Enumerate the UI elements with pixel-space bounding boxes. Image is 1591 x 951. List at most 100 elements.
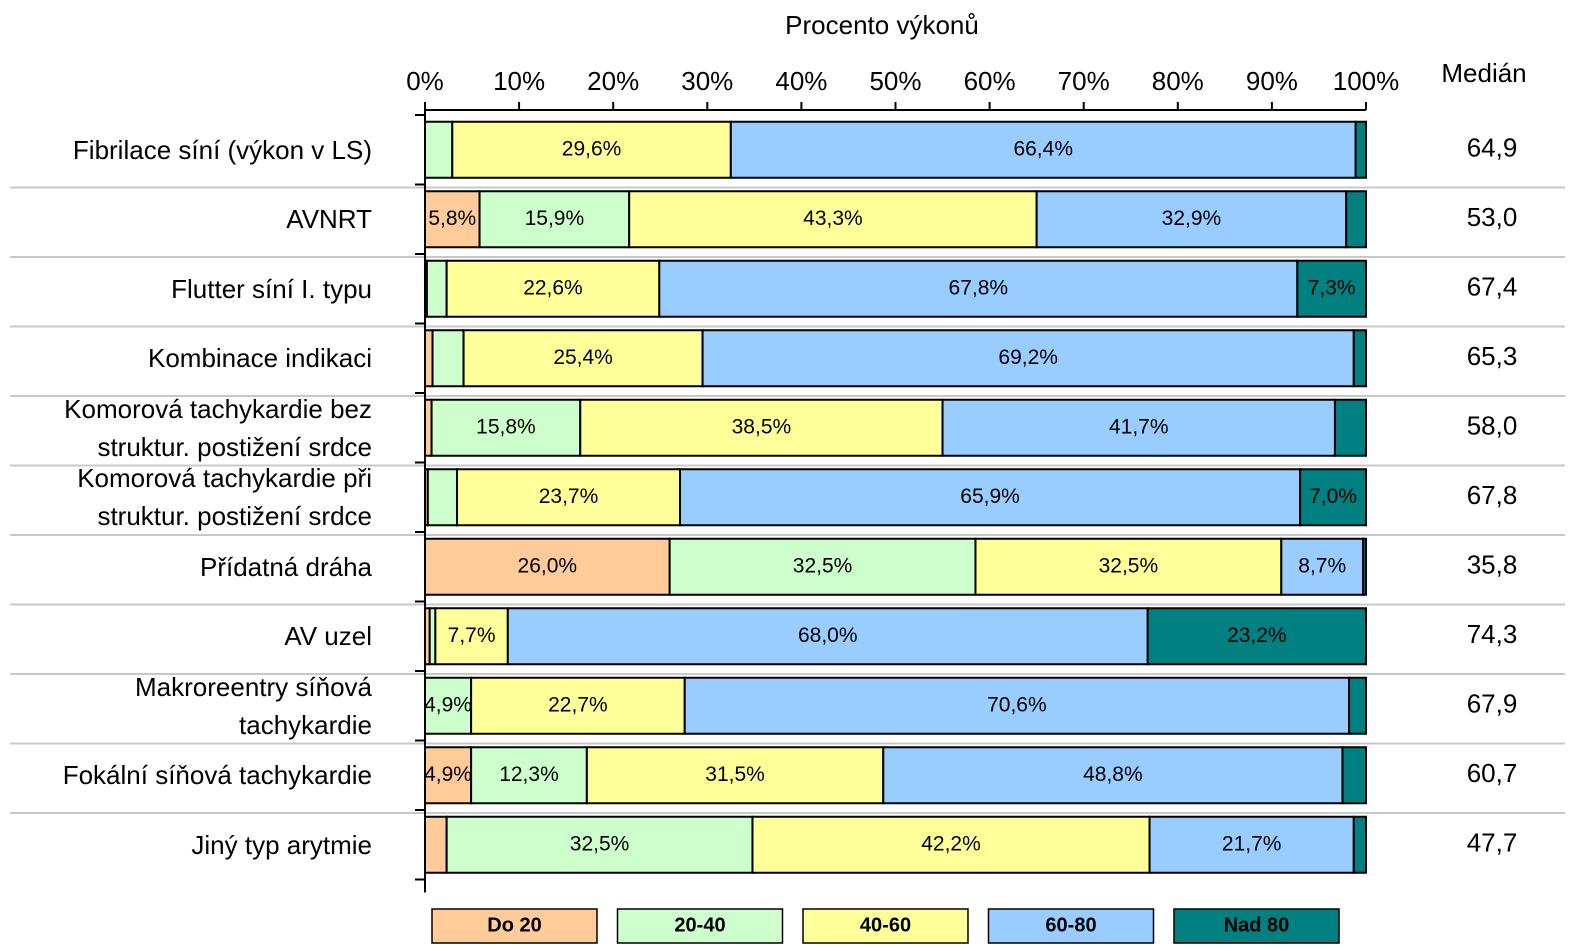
bar-segment (1362, 537, 1368, 596)
median-value: 53,0 (1467, 202, 1518, 232)
bar-segment (470, 676, 686, 735)
bar-segment (1352, 329, 1367, 388)
data-label: 70,6% (987, 693, 1047, 716)
bar-segment (424, 537, 671, 596)
legend-label: Do 20 (487, 914, 541, 936)
bar-segment (445, 815, 754, 874)
data-label: 32,5% (793, 554, 853, 577)
data-label: 7,0% (1309, 485, 1357, 508)
data-label: 22,6% (523, 276, 583, 299)
bar-segment (729, 120, 1357, 179)
data-label: 21,7% (1222, 832, 1282, 855)
data-label: 22,7% (548, 693, 608, 716)
median-value: 64,9 (1467, 133, 1518, 163)
data-label: 12,3% (499, 763, 559, 786)
bar-segment (1296, 259, 1368, 318)
bar-segment (1348, 676, 1368, 735)
x-tick-label: 40% (775, 66, 827, 96)
data-label: 26,0% (518, 554, 578, 577)
data-label: 67,8% (949, 276, 1009, 299)
bar-segment (1299, 468, 1368, 527)
bar-segment (585, 746, 885, 805)
data-label: 31,5% (705, 763, 765, 786)
data-label: 48,8% (1083, 763, 1143, 786)
bar-segment (1354, 120, 1368, 179)
x-tick-label: 70% (1058, 66, 1110, 96)
median-header: Medián (1441, 58, 1526, 88)
x-tick-label: 80% (1152, 66, 1204, 96)
data-label: 29,6% (562, 137, 622, 160)
median-value: 47,7 (1467, 828, 1518, 858)
data-label: 7,3% (1308, 276, 1356, 299)
x-tick-label: 50% (869, 66, 921, 96)
bar-segment (424, 815, 448, 874)
bar-segment (478, 190, 631, 249)
x-tick-label: 30% (681, 66, 733, 96)
data-label: 4,9% (424, 763, 472, 786)
category-label: Makroreentry síňová tachykardie (135, 671, 372, 740)
bar-segment (579, 398, 944, 457)
legend-swatch (1173, 908, 1340, 944)
x-tick-label: 60% (964, 66, 1016, 96)
data-label: 32,5% (570, 832, 630, 855)
median-value: 60,7 (1467, 758, 1518, 788)
bar-segment (668, 537, 977, 596)
legend-swatch (431, 908, 598, 944)
category-label: Fokální síňová tachykardie (62, 760, 372, 791)
bar-segment (683, 676, 1351, 735)
data-label: 4,9% (424, 693, 472, 716)
data-label: 68,0% (798, 624, 858, 647)
bar-segment (424, 676, 473, 735)
category-label: Kombinace indikaci (147, 343, 372, 374)
bar-segment (431, 329, 465, 388)
bar-segment (1333, 398, 1368, 457)
data-label: 66,4% (1013, 137, 1073, 160)
median-value: 58,0 (1467, 411, 1518, 441)
legend-label: 20-40 (674, 914, 725, 936)
data-label: 32,5% (1099, 554, 1159, 577)
category-label: Přídatná dráha (199, 551, 372, 582)
x-tick-label: 100% (1333, 66, 1400, 96)
data-label: 65,9% (960, 485, 1020, 508)
legend-swatch (987, 908, 1155, 944)
bar-segment (426, 468, 458, 527)
category-label: AVNRT (286, 204, 372, 235)
data-label: 23,2% (1227, 624, 1287, 647)
data-label: 15,9% (525, 207, 585, 230)
legend-label: Nad 80 (1224, 914, 1290, 936)
bar-segment (451, 120, 732, 179)
legend-swatch (802, 908, 969, 944)
bar-segment (1146, 607, 1367, 666)
x-tick-label: 20% (587, 66, 639, 96)
median-value: 74,3 (1467, 619, 1518, 649)
category-label: Fibrilace síní (výkon v LS) (72, 134, 372, 165)
data-label: 32,9% (1162, 207, 1222, 230)
data-label: 38,5% (732, 415, 792, 438)
category-label: Jiný typ arytmie (191, 829, 372, 860)
bar-segment (424, 329, 434, 388)
data-label: 43,3% (803, 207, 863, 230)
category-label: Flutter síní I. typu (171, 273, 372, 304)
median-value: 35,8 (1467, 550, 1518, 580)
bar-segment (430, 398, 582, 457)
bar-segment (424, 120, 454, 179)
bar-segment (506, 607, 1149, 666)
bar-segment (424, 190, 481, 249)
x-tick-label: 10% (493, 66, 545, 96)
data-label: 25,4% (553, 346, 613, 369)
median-value: 67,4 (1467, 272, 1518, 302)
axis-title: Procento výkonů (785, 10, 979, 40)
data-label: 5,8% (428, 207, 476, 230)
legend-swatch (616, 908, 784, 944)
bar-segment (1341, 746, 1367, 805)
category-label: AV uzel (284, 621, 372, 652)
bar-segment (882, 746, 1344, 805)
bar-segment (941, 398, 1336, 457)
bar-segment (1345, 190, 1368, 249)
data-label: 41,7% (1109, 415, 1169, 438)
median-value: 67,8 (1467, 480, 1518, 510)
bar-segment (445, 259, 661, 318)
category-label: Komorová tachykardie bez struktur. posti… (64, 393, 372, 462)
